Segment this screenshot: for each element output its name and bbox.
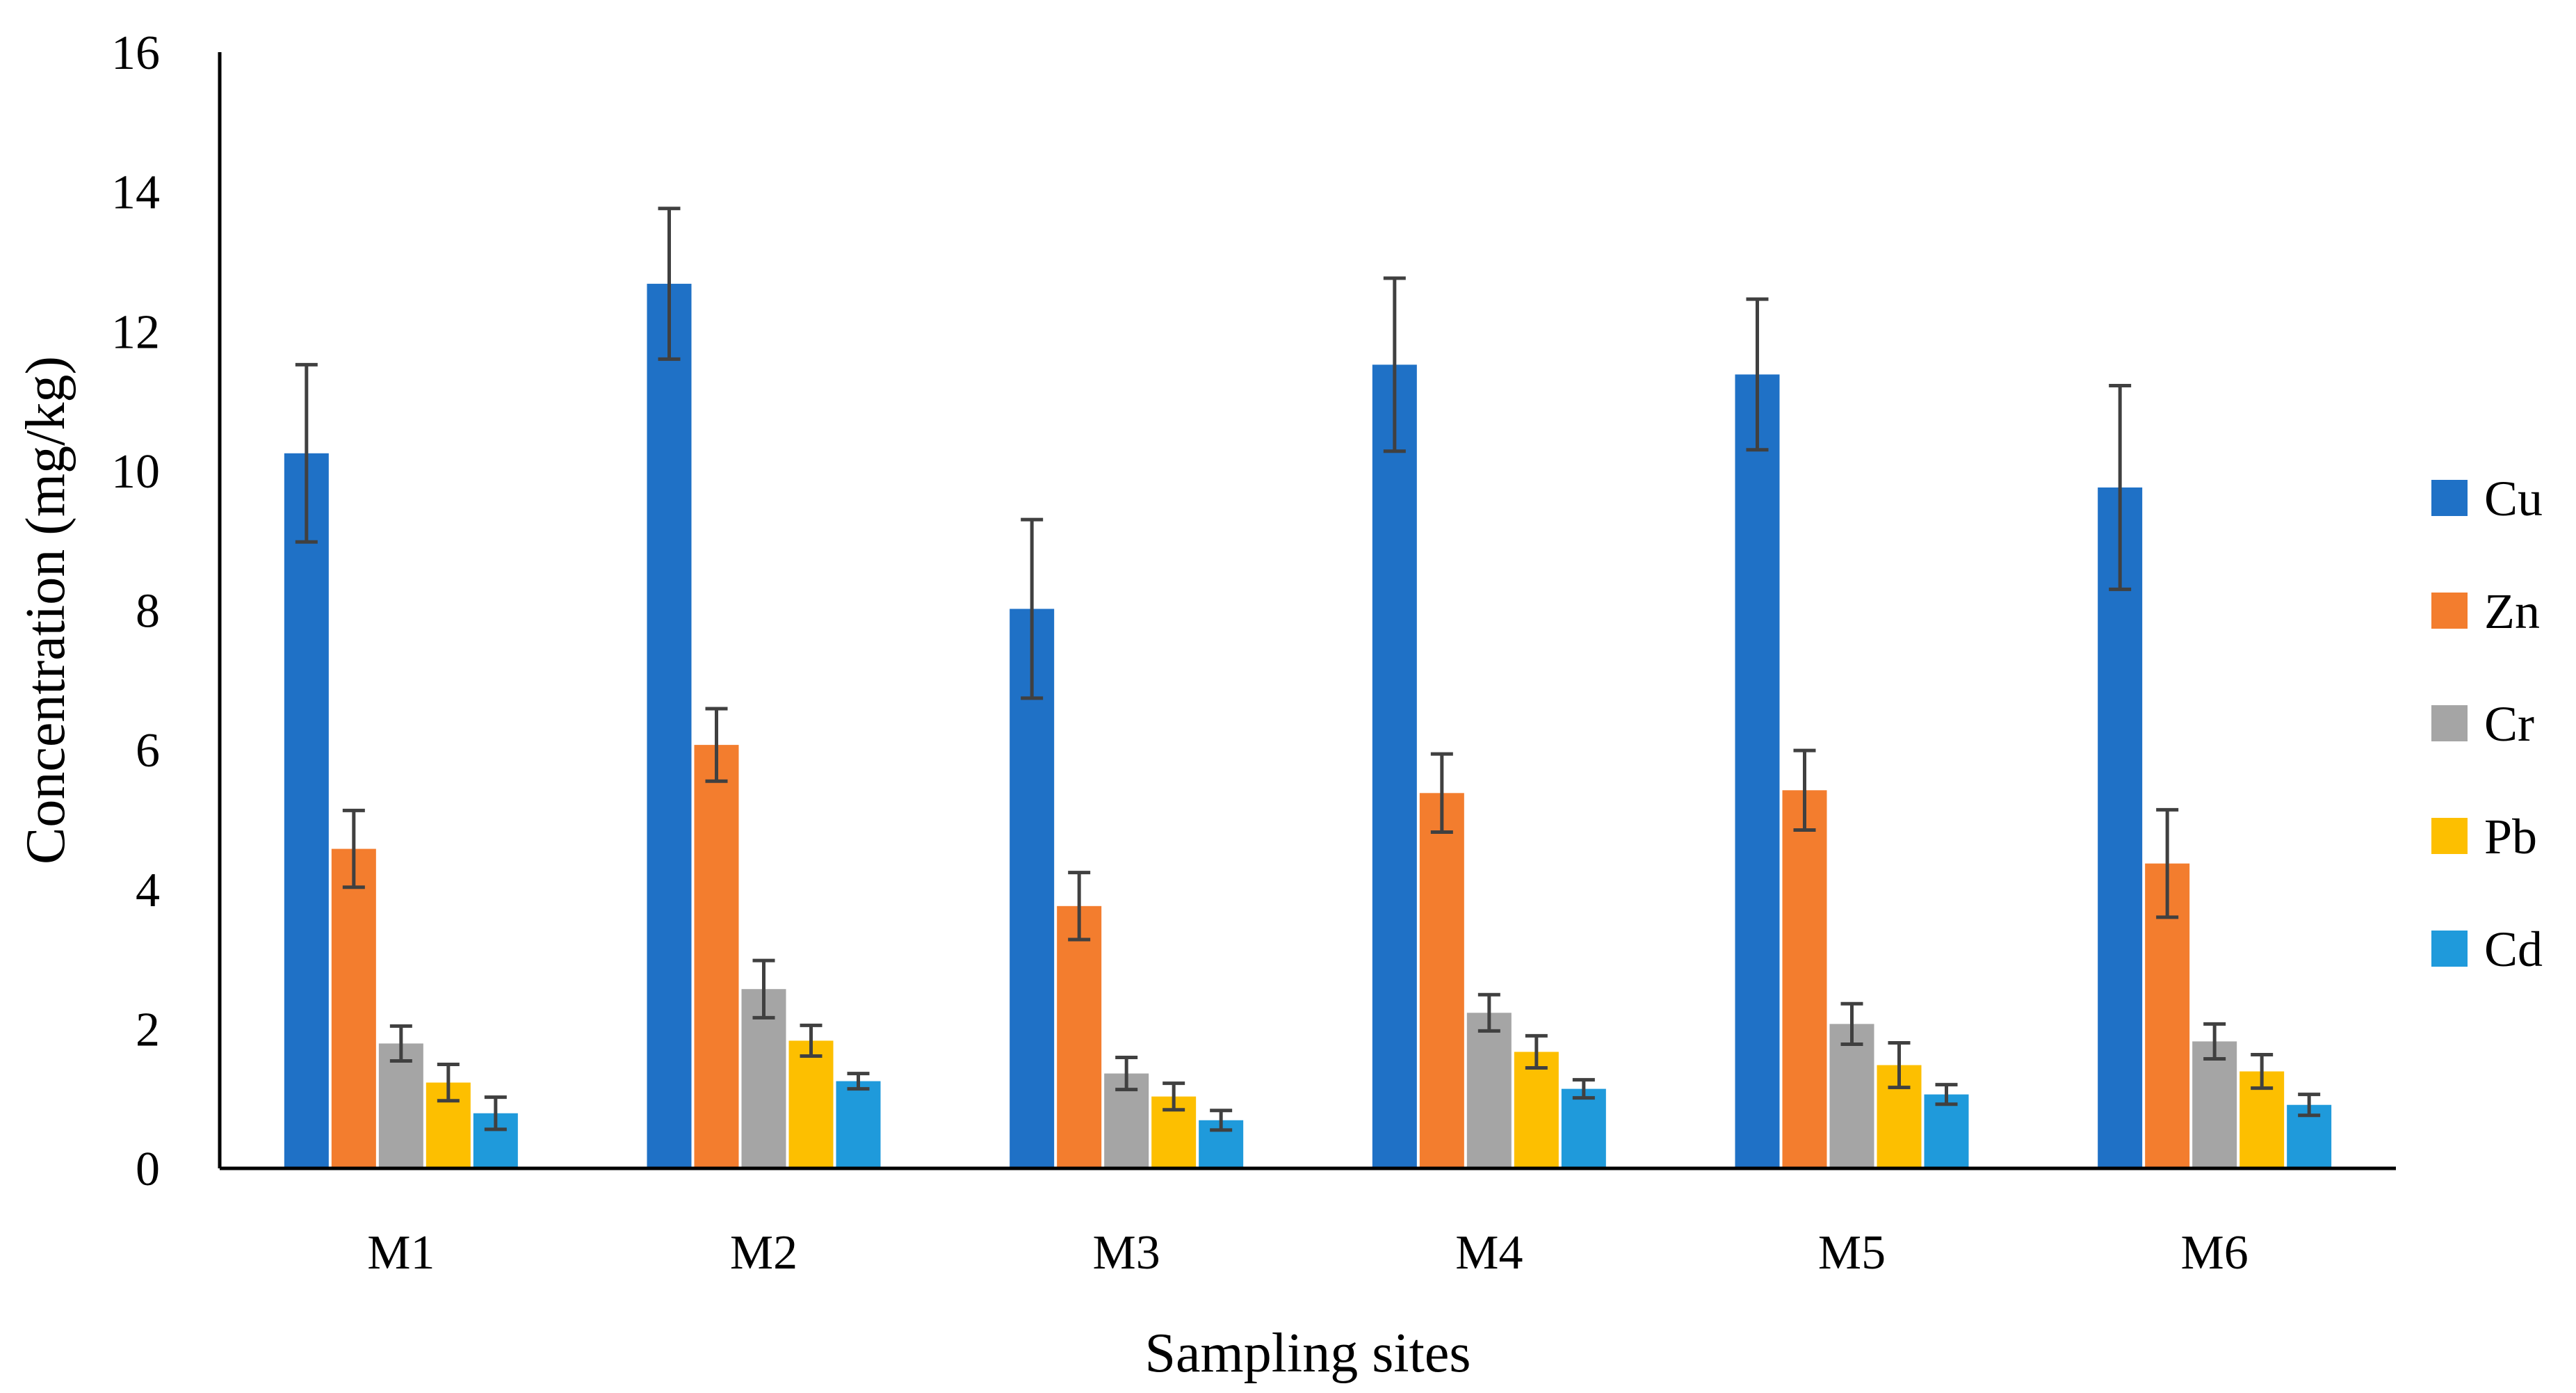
bar-cr-m1 bbox=[378, 1043, 423, 1168]
legend-swatch-cr bbox=[2431, 705, 2468, 741]
bar-cd-m5 bbox=[1924, 1094, 1969, 1168]
x-tick-label: M1 bbox=[367, 1226, 435, 1280]
y-tick-label: 0 bbox=[136, 1143, 160, 1196]
bar-cu-m1 bbox=[284, 453, 329, 1168]
bar-cu-m4 bbox=[1372, 364, 1417, 1168]
bar-cu-m5 bbox=[1735, 374, 1780, 1168]
y-axis-title: Concentration (mg/kg) bbox=[15, 356, 76, 864]
legend-label-cu: Cu bbox=[2484, 471, 2543, 526]
x-tick-label: M6 bbox=[2181, 1226, 2249, 1280]
bar-zn-m1 bbox=[331, 848, 376, 1168]
bar-pb-m4 bbox=[1514, 1052, 1559, 1168]
legend: Cu Zn Cr Pb Cd bbox=[2431, 471, 2543, 977]
bar-cd-m2 bbox=[836, 1081, 881, 1168]
bar-cr-m4 bbox=[1466, 1013, 1512, 1168]
y-tick-label: 10 bbox=[111, 445, 160, 499]
x-tick-label: M2 bbox=[730, 1226, 797, 1280]
y-axis-ticks: 0 2 4 6 8 10 12 14 16 bbox=[111, 26, 160, 1196]
bar-cr-m6 bbox=[2192, 1041, 2237, 1168]
bar-cd-m4 bbox=[1561, 1088, 1606, 1168]
legend-label-pb: Pb bbox=[2484, 809, 2537, 864]
legend-label-cr: Cr bbox=[2484, 696, 2534, 752]
x-axis-title: Sampling sites bbox=[1145, 1323, 1471, 1384]
bar-zn-m5 bbox=[1782, 790, 1827, 1168]
bar-zn-m4 bbox=[1419, 793, 1464, 1168]
x-axis-ticks: M1 M2 M3 M4 M5 M6 bbox=[367, 1226, 2249, 1280]
y-tick-label: 16 bbox=[111, 26, 160, 80]
legend-swatch-cu bbox=[2431, 480, 2468, 516]
bar-cr-m5 bbox=[1829, 1024, 1874, 1168]
legend-swatch-pb bbox=[2431, 818, 2468, 854]
x-tick-label: M5 bbox=[1818, 1226, 1886, 1280]
y-tick-label: 12 bbox=[111, 305, 160, 359]
legend-swatch-cd bbox=[2431, 931, 2468, 967]
bar-zn-m2 bbox=[694, 745, 739, 1168]
legend-label-cd: Cd bbox=[2484, 921, 2543, 977]
bars bbox=[284, 284, 2332, 1169]
bar-cu-m2 bbox=[647, 284, 692, 1169]
x-tick-label: M3 bbox=[1093, 1226, 1160, 1280]
legend-swatch-zn bbox=[2431, 593, 2468, 629]
y-tick-label: 6 bbox=[136, 724, 160, 778]
bar-cu-m6 bbox=[2098, 487, 2143, 1168]
y-tick-label: 2 bbox=[136, 1003, 160, 1056]
y-tick-label: 14 bbox=[111, 166, 160, 220]
x-tick-label: M4 bbox=[1455, 1226, 1523, 1280]
legend-label-zn: Zn bbox=[2484, 583, 2540, 639]
bar-zn-m3 bbox=[1057, 905, 1102, 1168]
y-tick-label: 4 bbox=[136, 864, 160, 917]
bar-cu-m3 bbox=[1010, 609, 1055, 1168]
y-tick-label: 8 bbox=[136, 585, 160, 638]
bar-pb-m2 bbox=[788, 1040, 834, 1168]
error-bars bbox=[295, 207, 2321, 1132]
